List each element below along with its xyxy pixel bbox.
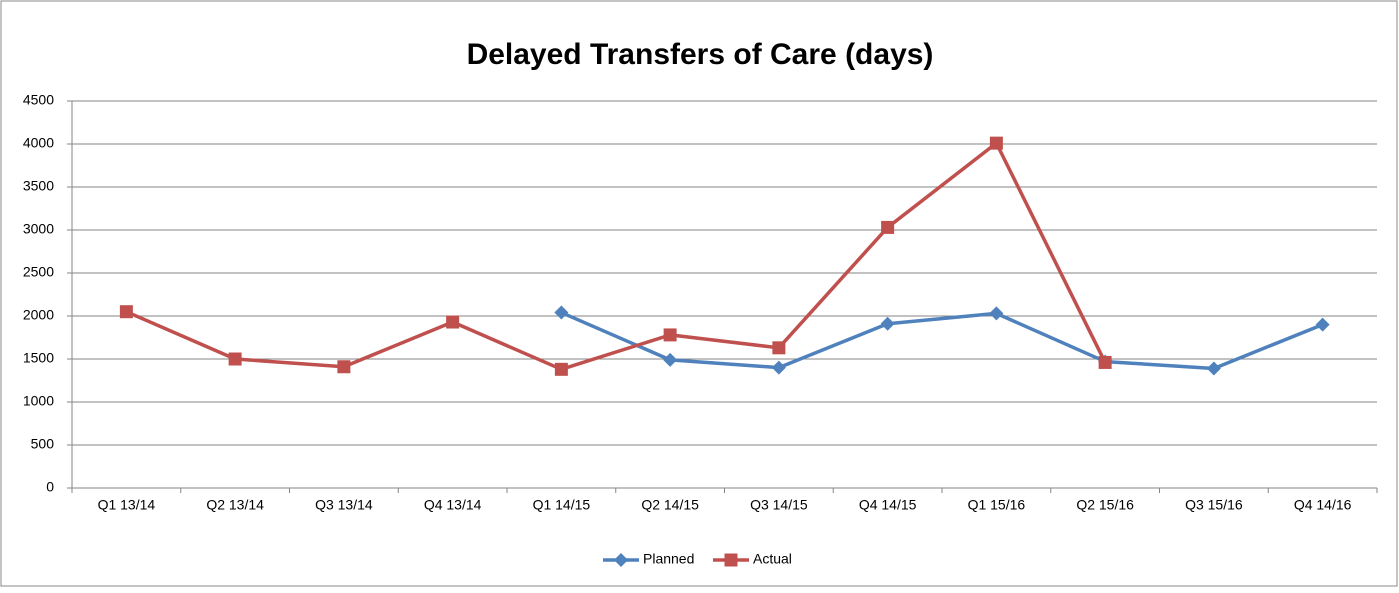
y-tick-label: 0 — [46, 479, 54, 495]
y-tick-label: 3500 — [23, 178, 54, 194]
data-point — [228, 352, 242, 366]
series-line — [125, 141, 1107, 372]
x-tick-label: Q4 13/14 — [424, 497, 482, 513]
data-point — [663, 352, 678, 367]
legend-marker — [614, 553, 628, 567]
data-point — [989, 306, 1004, 321]
y-tick-label: 4500 — [23, 92, 54, 108]
series-line — [560, 310, 1324, 371]
x-tick-label: Q2 13/14 — [206, 497, 264, 513]
data-point — [337, 360, 351, 374]
data-point — [880, 316, 895, 331]
legend-label: Actual — [753, 551, 792, 567]
data-point — [771, 360, 786, 375]
data-point — [663, 328, 677, 342]
data-point — [554, 305, 569, 320]
x-tick-label: Q1 14/15 — [533, 497, 591, 513]
x-tick-label: Q3 14/15 — [750, 497, 808, 513]
y-tick-label: 4000 — [23, 135, 54, 151]
x-tick-label: Q3 13/14 — [315, 497, 373, 513]
y-tick-label: 3000 — [23, 221, 54, 237]
x-tick-label: Q2 14/15 — [641, 497, 699, 513]
data-point — [772, 341, 786, 355]
x-tick-label: Q3 15/16 — [1185, 497, 1243, 513]
legend-label: Planned — [643, 551, 694, 567]
y-tick-label: 2500 — [23, 264, 54, 280]
legend-marker — [724, 553, 738, 567]
chart-title: Delayed Transfers of Care (days) — [467, 38, 934, 71]
data-point — [554, 362, 568, 376]
data-point — [881, 220, 895, 234]
x-tick-label: Q4 14/15 — [859, 497, 917, 513]
data-point — [446, 315, 460, 329]
data-point — [989, 136, 1003, 150]
y-tick-label: 500 — [31, 436, 55, 452]
data-point — [119, 305, 133, 319]
y-tick-label: 2000 — [23, 307, 54, 323]
data-point — [1098, 355, 1112, 369]
x-tick-label: Q2 15/16 — [1076, 497, 1134, 513]
x-tick-label: Q1 13/14 — [98, 497, 156, 513]
y-tick-label: 1000 — [23, 393, 54, 409]
x-tick-label: Q4 14/16 — [1294, 497, 1352, 513]
data-point — [1206, 361, 1221, 376]
data-point — [1315, 317, 1330, 332]
x-tick-label: Q1 15/16 — [968, 497, 1026, 513]
y-tick-label: 1500 — [23, 350, 54, 366]
